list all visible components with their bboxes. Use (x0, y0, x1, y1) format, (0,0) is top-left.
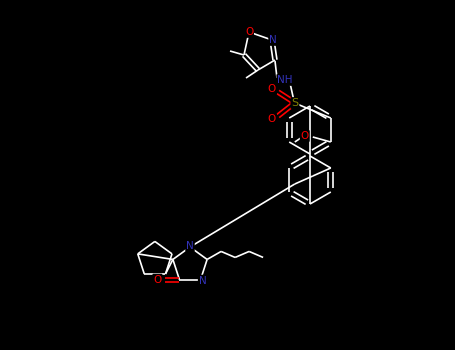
Text: N: N (186, 241, 194, 251)
Text: O: O (268, 84, 276, 94)
Text: NH: NH (277, 75, 293, 85)
Text: S: S (292, 98, 298, 108)
Text: O: O (153, 274, 162, 285)
Text: O: O (245, 27, 253, 37)
Text: N: N (269, 35, 277, 45)
Text: O: O (268, 114, 276, 124)
Text: N: N (199, 275, 207, 286)
Text: O: O (301, 131, 309, 141)
